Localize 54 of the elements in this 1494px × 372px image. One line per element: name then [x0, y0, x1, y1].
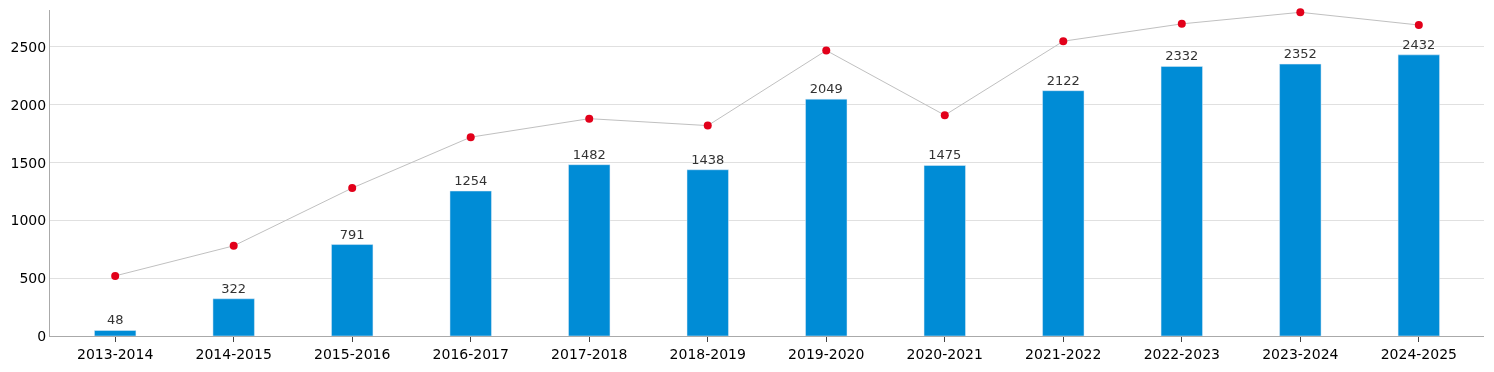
- bar: [1397, 54, 1440, 336]
- bar: [686, 169, 729, 336]
- point: [229, 241, 238, 250]
- point: [1296, 8, 1305, 17]
- data-label: 2332: [1165, 48, 1199, 64]
- point: [940, 111, 949, 120]
- y-tick-label: 500: [19, 270, 47, 287]
- bar: [449, 190, 492, 336]
- bar: [331, 244, 374, 336]
- bar: [1042, 90, 1085, 336]
- x-tick-label: 2024-2025: [1380, 345, 1457, 362]
- x-tick-label: 2021-2022: [1025, 345, 1102, 362]
- bar: [923, 165, 966, 336]
- point: [1177, 19, 1186, 28]
- x-tick-label: 2022-2023: [1143, 345, 1220, 362]
- point: [111, 271, 120, 280]
- bar: [1279, 63, 1322, 336]
- x-tick-label: 2019-2020: [788, 345, 865, 362]
- x-tick-label: 2018-2019: [669, 345, 746, 362]
- bar: [212, 298, 255, 336]
- bar: [805, 98, 848, 336]
- point: [466, 133, 475, 142]
- point: [348, 184, 357, 193]
- data-label: 791: [339, 226, 365, 242]
- point: [822, 46, 831, 55]
- data-label: 2049: [809, 81, 843, 97]
- x-tick-label: 2015-2016: [314, 345, 391, 362]
- x-tick-label: 2013-2014: [77, 345, 154, 362]
- bar: [94, 330, 137, 336]
- x-tick-label: 2020-2021: [906, 345, 983, 362]
- x-tick-label: 2016-2017: [432, 345, 509, 362]
- y-tick-label: 2500: [10, 38, 47, 55]
- point: [585, 114, 594, 123]
- data-label: 2122: [1046, 72, 1080, 88]
- data-label: 1438: [691, 151, 725, 167]
- data-label: 322: [221, 280, 247, 296]
- data-label: 48: [106, 312, 124, 328]
- point: [703, 121, 712, 130]
- point: [1414, 21, 1423, 30]
- x-tick-label: 2014-2015: [195, 345, 272, 362]
- bar: [568, 164, 611, 336]
- data-label: 1254: [454, 173, 488, 189]
- y-tick-label: 2000: [10, 96, 47, 113]
- y-tick-label: 0: [37, 327, 47, 344]
- x-tick-label: 2023-2024: [1262, 345, 1339, 362]
- data-label: 1475: [928, 147, 962, 163]
- x-tick-label: 2017-2018: [551, 345, 628, 362]
- data-label: 2352: [1283, 46, 1317, 62]
- data-label: 2432: [1402, 36, 1436, 52]
- point: [1059, 37, 1068, 46]
- data-label: 1482: [572, 146, 606, 162]
- y-tick-label: 1000: [10, 212, 47, 229]
- y-tick-label: 1500: [10, 154, 47, 171]
- bar: [1160, 66, 1203, 336]
